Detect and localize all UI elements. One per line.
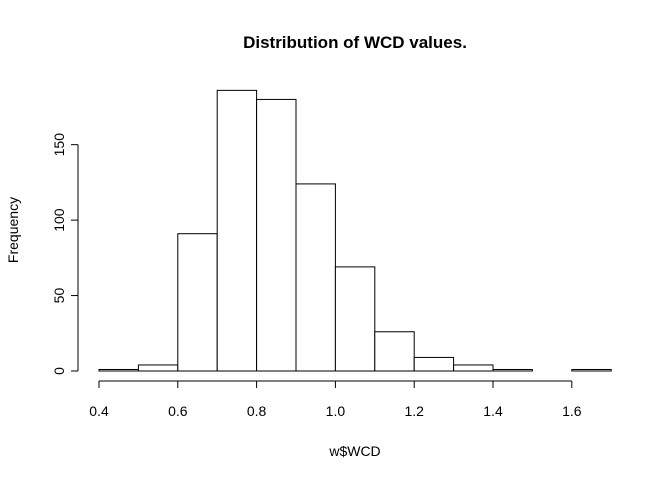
histogram-bar-3 [216, 89, 258, 372]
y-tick-label-1: 50 [51, 288, 67, 304]
x-tick-label-4: 1.2 [404, 403, 424, 419]
histogram-bar-12 [571, 368, 612, 372]
histogram-bar-2 [177, 233, 218, 372]
x-tick-label-2: 0.8 [247, 403, 267, 419]
histogram-bar-9 [453, 364, 494, 372]
x-tick-label-3: 1.0 [326, 403, 346, 419]
x-tick-label-6: 1.6 [562, 403, 582, 419]
x-tick-label-0: 0.4 [89, 403, 109, 419]
histogram-bar-10 [492, 368, 533, 372]
histogram-bar-0 [98, 368, 139, 372]
histogram-bar-6 [334, 266, 376, 372]
y-axis: 0 50 100 150 [51, 133, 79, 375]
chart-title: Distribution of WCD values. [243, 33, 467, 52]
x-axis: 0.4 0.6 0.8 1.0 1.2 1.4 1.6 [89, 380, 582, 419]
histogram-bar-5 [295, 183, 336, 372]
y-tick-label-0: 0 [51, 367, 67, 375]
histogram-bar-7 [374, 331, 415, 372]
y-tick-label-2: 100 [51, 208, 67, 232]
bars-group [98, 89, 612, 372]
y-tick-label-3: 150 [51, 133, 67, 157]
histogram-bar-4 [256, 98, 297, 372]
y-axis-label: Frequency [5, 197, 21, 263]
x-tick-label-5: 1.4 [483, 403, 503, 419]
histogram-bar-1 [137, 364, 179, 372]
x-tick-label-1: 0.6 [168, 403, 188, 419]
histogram-bar-8 [413, 356, 455, 372]
x-axis-label: w$WCD [328, 443, 380, 459]
